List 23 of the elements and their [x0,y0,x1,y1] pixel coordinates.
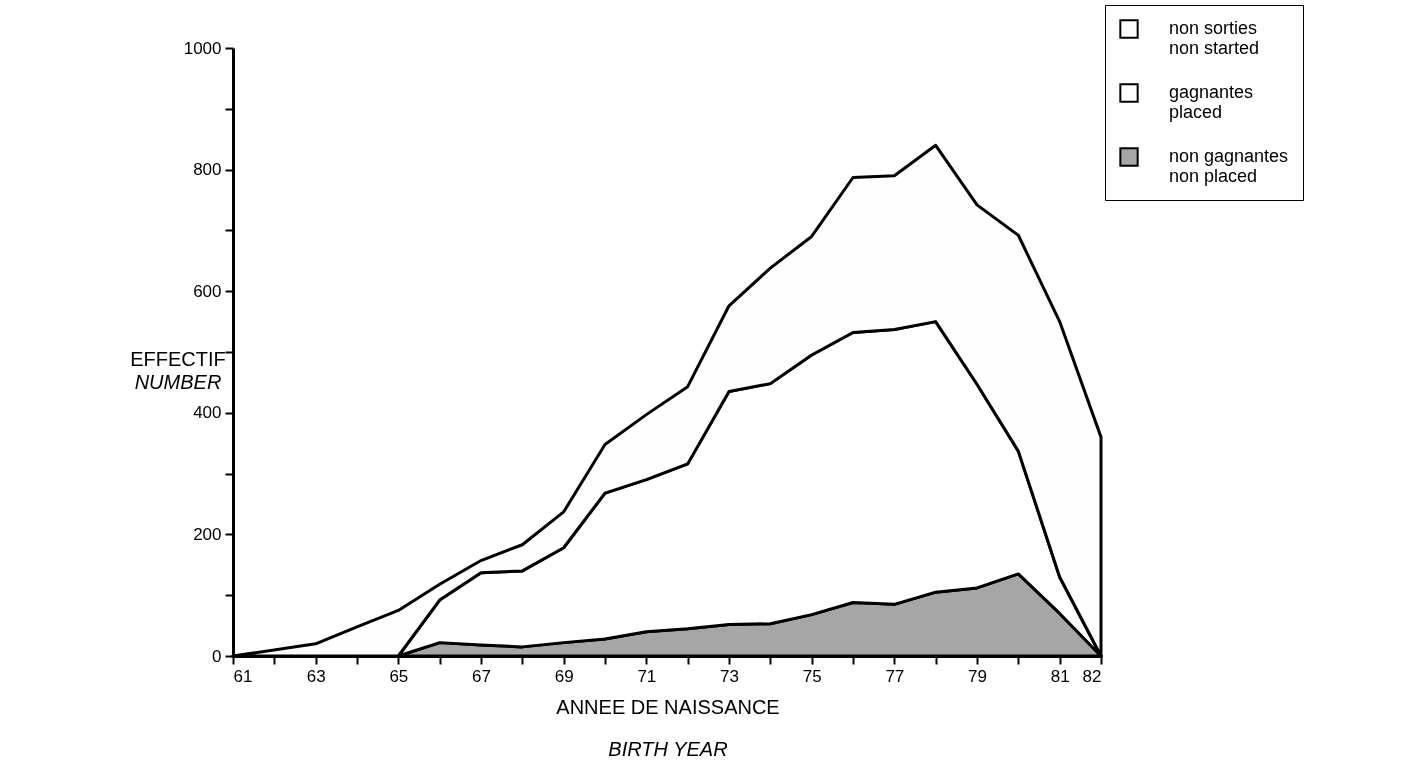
legend-label: gagnantes placed [1169,82,1254,122]
y-tick-label: 600 [193,281,222,301]
x-tick-label: 82 [1082,666,1102,686]
y-tick-label: 0 [212,646,222,666]
x-tick-label: 69 [554,666,574,686]
x-axis-title: ANNEE DE NAISSANCE BIRTH YEAR [556,696,780,760]
legend-label: non gagnantes non placed [1169,146,1289,186]
x-tick-label: 61 [233,666,253,686]
x-tick-label: 71 [637,666,657,686]
x-tick-label: 73 [720,666,739,686]
y-tick-label: 400 [193,403,222,423]
y-tick-label: 800 [193,160,222,180]
x-tick-label: 63 [306,666,326,686]
x-tick-label: 65 [389,666,409,686]
y-tick-label: 200 [193,524,222,544]
y-axis-title: EFFECTIF NUMBER [130,348,226,393]
legend-label: non sorties non started [1169,18,1260,58]
x-tick-label: 77 [885,666,905,686]
x-tick-label: 67 [472,666,491,686]
x-tick-label: 81 [1050,666,1070,686]
x-tick-label: 79 [968,666,987,686]
y-tick-label: 1000 [183,38,222,58]
x-tick-label: 75 [802,666,822,686]
